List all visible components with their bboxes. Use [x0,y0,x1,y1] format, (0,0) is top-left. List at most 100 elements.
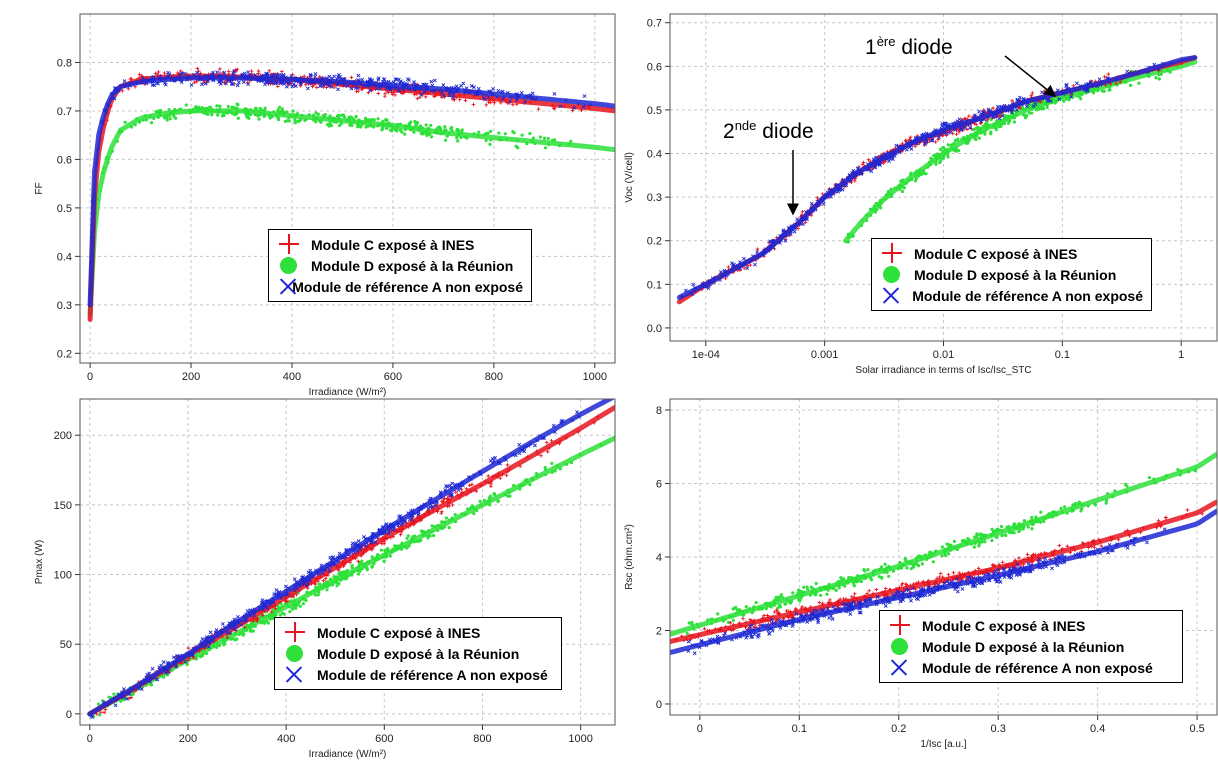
data-point [967,114,971,118]
data-point [220,114,225,118]
data-point [301,602,305,606]
y-tick-label: 0.4 [57,251,72,263]
data-point [866,568,870,572]
data-point [954,132,959,137]
data-point [450,125,454,130]
legend-label-c: Module C exposé à INES [914,245,1078,262]
data-point [496,499,500,504]
y-tick-label: 150 [54,500,72,512]
data-point [316,593,320,597]
data-point [805,620,810,624]
blue-cross-icon [275,276,282,297]
data-point [908,135,913,140]
series-band [843,59,1198,244]
data-point [469,83,474,88]
data-point [784,602,788,606]
first-diode-label: 1ère diode [865,34,953,59]
data-point [294,606,298,610]
data-point [103,707,108,712]
x-tick-label: 600 [375,733,393,745]
plot-frame [669,13,1218,342]
series-band [87,75,615,308]
data-point [413,119,417,124]
data-point [231,105,235,110]
data-point [862,568,866,572]
data-point [284,599,288,604]
data-point [955,577,959,582]
data-point [453,490,458,494]
data-point [427,132,431,136]
data-point [337,582,341,586]
data-point [883,159,888,164]
data-point [477,130,481,134]
data-point [197,105,201,109]
green-dot-icon [281,643,307,664]
data-point [199,82,204,87]
data-point [944,131,949,136]
legend-label-d: Module D exposé à la Réunion [311,257,514,274]
data-point [287,81,292,86]
data-point [686,639,691,644]
data-point [1030,91,1035,95]
data-point [488,100,493,105]
data-point [939,159,943,163]
data-point [470,482,474,487]
data-point [976,533,980,537]
data-point [254,107,258,111]
data-point [445,484,450,489]
x-tick-label: 0.4 [1090,723,1105,735]
data-point [861,160,866,165]
data-point [498,476,503,481]
data-point [523,99,528,104]
data-point [489,129,493,133]
data-point [291,82,296,86]
data-point [802,585,806,589]
data-point [937,135,941,140]
data-point [841,601,845,606]
data-point [338,75,342,79]
data-point [940,554,944,558]
data-point [96,702,101,706]
data-point [877,575,881,579]
data-point [928,550,932,554]
data-point [250,629,255,633]
data-point [963,116,967,121]
data-point [149,683,154,687]
y-tick-label: 6 [656,479,662,491]
data-point [321,578,326,583]
data-point [691,282,696,287]
x-tick-label: 0 [697,723,703,735]
data-point [327,123,332,127]
data-point [235,637,239,641]
data-point [749,635,754,639]
data-point [455,128,459,132]
data-point [405,546,409,550]
pmax-chart: 0 200 400 600 800 1000050100150200Irradiance … [34,398,616,760]
x-tick-label: 1e-04 [692,349,720,361]
data-point [354,114,358,119]
series-band [87,108,615,317]
legend-label-a: Module de référence A non exposé [912,287,1143,304]
data-point [770,628,775,633]
data-point [236,116,240,120]
data-point [1030,515,1034,520]
y-tick-label: 8 [656,405,662,417]
series-points [843,59,1198,244]
data-point [570,108,575,113]
data-point [545,449,550,454]
data-point [192,80,197,85]
data-point [424,123,428,127]
data-point [1102,74,1107,79]
x-tick-label: 600 [384,371,402,383]
data-point [428,534,432,538]
data-point [281,72,286,77]
data-point [1065,544,1070,549]
data-point [409,120,413,124]
data-point [186,646,191,650]
data-point [314,111,318,115]
data-point [149,120,154,125]
data-point [455,136,459,140]
data-point [1012,120,1017,124]
data-point [538,135,542,139]
data-point [316,112,320,116]
